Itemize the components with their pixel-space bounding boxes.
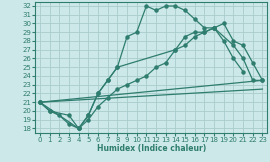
X-axis label: Humidex (Indice chaleur): Humidex (Indice chaleur)	[97, 144, 206, 153]
